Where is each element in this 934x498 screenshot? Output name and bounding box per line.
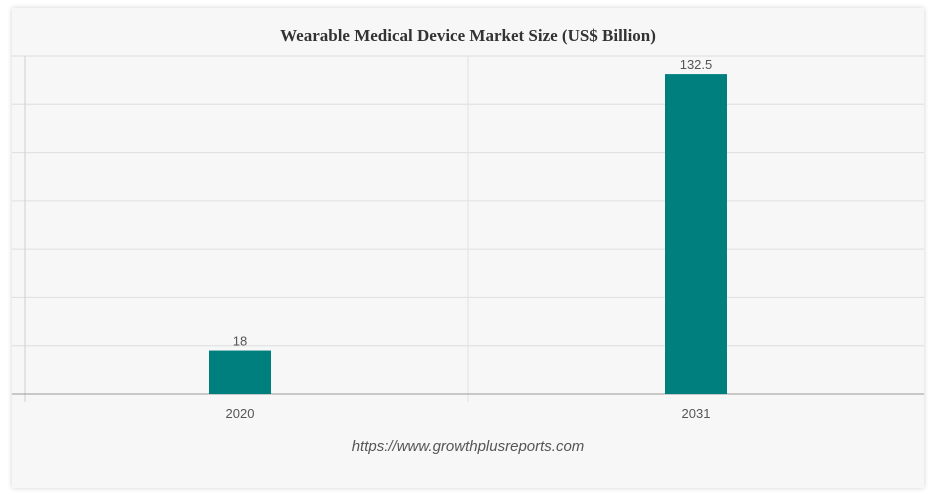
bar-2031 (665, 74, 727, 394)
chart-card: Wearable Medical Device Market Size (US$… (12, 8, 924, 488)
x-tick-label-2031: 2031 (682, 406, 711, 421)
x-tick-label-2020: 2020 (226, 406, 255, 421)
labels: 18 2020 132.5 2031 (226, 57, 713, 421)
source-url: https://www.growthplusreports.com (351, 438, 585, 455)
data-label-2020: 18 (233, 334, 247, 349)
data-label-2031: 132.5 (680, 57, 713, 72)
bars (209, 74, 727, 394)
chart-title: Wearable Medical Device Market Size (US$… (280, 26, 656, 45)
gridlines (12, 55, 924, 402)
bar-chart: 18 2020 132.5 2031 (12, 55, 924, 421)
bar-2020 (209, 350, 271, 394)
